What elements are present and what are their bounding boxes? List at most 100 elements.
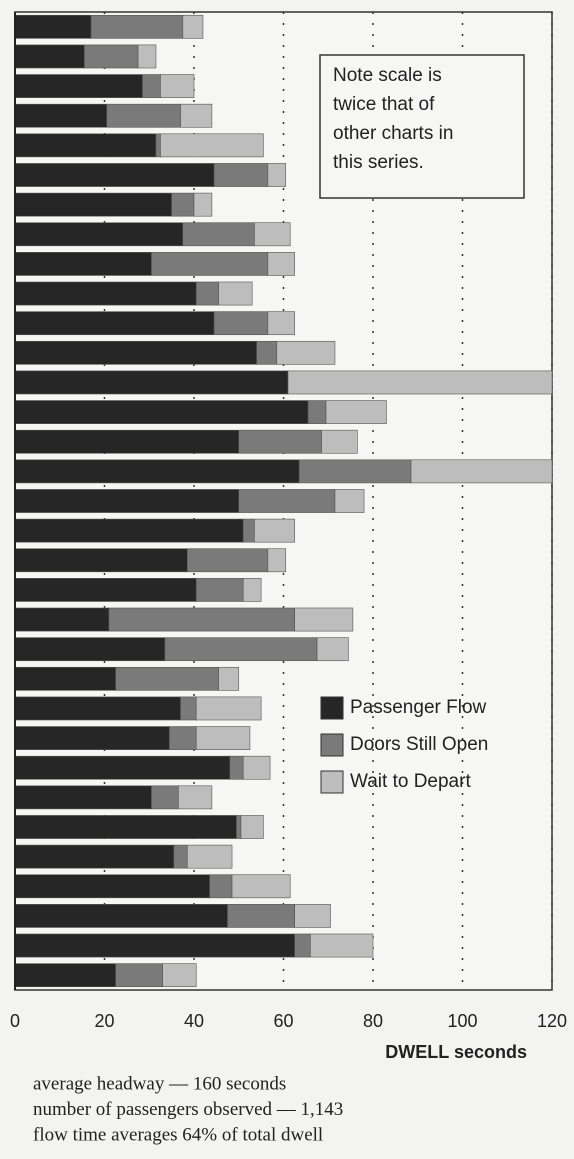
- bar-segment: [267, 311, 295, 336]
- bar-segment: [108, 607, 295, 632]
- bar-segment: [229, 755, 244, 780]
- bar-segment: [209, 874, 233, 899]
- bar-segment: [213, 163, 269, 187]
- bar-segment: [242, 518, 255, 543]
- bar-segment: [14, 340, 257, 365]
- note-line: twice that of: [333, 94, 435, 115]
- bar-segment: [14, 637, 166, 662]
- bar-segment: [14, 518, 244, 543]
- bar-segment: [14, 726, 170, 750]
- footnote: flow time averages 64% of total dwell: [33, 1124, 323, 1145]
- bar-segment: [115, 666, 219, 691]
- note-line: Note scale is: [333, 65, 442, 86]
- bar-segment: [137, 44, 157, 69]
- bar-segment: [294, 904, 331, 928]
- bar-segment: [14, 696, 181, 721]
- bar-segment: [298, 459, 412, 484]
- bar-segment: [14, 459, 300, 484]
- bar-segment: [186, 548, 269, 573]
- x-tick-label: 40: [184, 1011, 204, 1031]
- bar-segment: [213, 311, 269, 336]
- bar-segment: [14, 44, 85, 69]
- x-tick-label: 80: [363, 1011, 383, 1031]
- bar-segment: [164, 637, 318, 662]
- bar-segment: [254, 518, 295, 543]
- bar-segment: [84, 44, 139, 69]
- bar-segment: [14, 904, 228, 928]
- bar-segment: [321, 429, 358, 454]
- bar-segment: [410, 459, 553, 484]
- bar-segment: [218, 281, 253, 306]
- bar-segment: [14, 14, 92, 39]
- bar-segment: [186, 844, 233, 869]
- bar-segment: [14, 578, 197, 602]
- bar-segment: [162, 963, 197, 988]
- bar-segment: [254, 222, 291, 247]
- bar-segment: [14, 548, 188, 573]
- bar-segment: [142, 74, 161, 98]
- bar-segment: [14, 785, 152, 810]
- legend-label: Wait to Depart: [350, 771, 471, 792]
- bar-segment: [106, 103, 181, 128]
- x-axis-label: DWELL seconds: [385, 1042, 527, 1062]
- bar-segment: [14, 192, 172, 217]
- bar-segment: [236, 815, 242, 839]
- bar-segment: [14, 103, 108, 128]
- bar-segment: [14, 74, 143, 98]
- bar-segment: [267, 548, 287, 573]
- bar-segment: [115, 963, 163, 988]
- bar-segment: [160, 74, 195, 98]
- bar-segment: [294, 607, 354, 632]
- bar-segment: [294, 933, 311, 958]
- bar-segment: [14, 281, 197, 306]
- bar-segment: [178, 785, 213, 810]
- x-tick-label: 60: [273, 1011, 293, 1031]
- bar-segment: [14, 874, 210, 899]
- bar-segment: [173, 844, 188, 869]
- bar-segment: [14, 400, 309, 424]
- bar-segment: [90, 14, 184, 39]
- x-tick-label: 0: [10, 1011, 20, 1031]
- bar-segment: [182, 14, 204, 39]
- bar-segment: [231, 874, 291, 899]
- bar-segment: [14, 666, 116, 691]
- footnote: average headway — 160 seconds: [33, 1073, 286, 1094]
- bar-segment: [151, 785, 179, 810]
- bar-segment: [14, 815, 237, 839]
- bar-segment: [276, 340, 336, 365]
- bar-segment: [14, 252, 152, 276]
- legend-swatch: [320, 696, 344, 720]
- bar-segment: [227, 904, 295, 928]
- bar-segment: [169, 726, 197, 750]
- bar-segment: [307, 400, 327, 424]
- bar-segment: [267, 252, 295, 276]
- note-line: this series.: [333, 152, 424, 173]
- bar-segment: [14, 844, 175, 869]
- bar-segment: [160, 133, 264, 158]
- bar-segment: [334, 489, 365, 513]
- bar-segment: [267, 163, 287, 187]
- legend-label: Doors Still Open: [350, 734, 488, 755]
- bar-segment: [195, 696, 262, 721]
- bar-segment: [14, 963, 116, 988]
- bar-segment: [171, 192, 195, 217]
- bar-segment: [195, 281, 219, 306]
- bar-segment: [155, 133, 161, 158]
- note-line: other charts in: [333, 123, 453, 144]
- legend-swatch: [320, 770, 344, 794]
- bar-segment: [14, 163, 215, 187]
- bar-segment: [14, 489, 240, 513]
- bar-segment: [14, 933, 295, 958]
- bar-segment: [195, 726, 251, 750]
- x-tick-label: 100: [447, 1011, 477, 1031]
- bar-segment: [256, 340, 278, 365]
- bar-segment: [310, 933, 374, 958]
- bar-segment: [193, 192, 213, 217]
- bar-segment: [14, 311, 215, 336]
- bar-segment: [14, 370, 289, 395]
- bar-segment: [14, 133, 157, 158]
- bar-segment: [325, 400, 387, 424]
- bar-segment: [14, 222, 184, 247]
- note-box: [319, 54, 525, 199]
